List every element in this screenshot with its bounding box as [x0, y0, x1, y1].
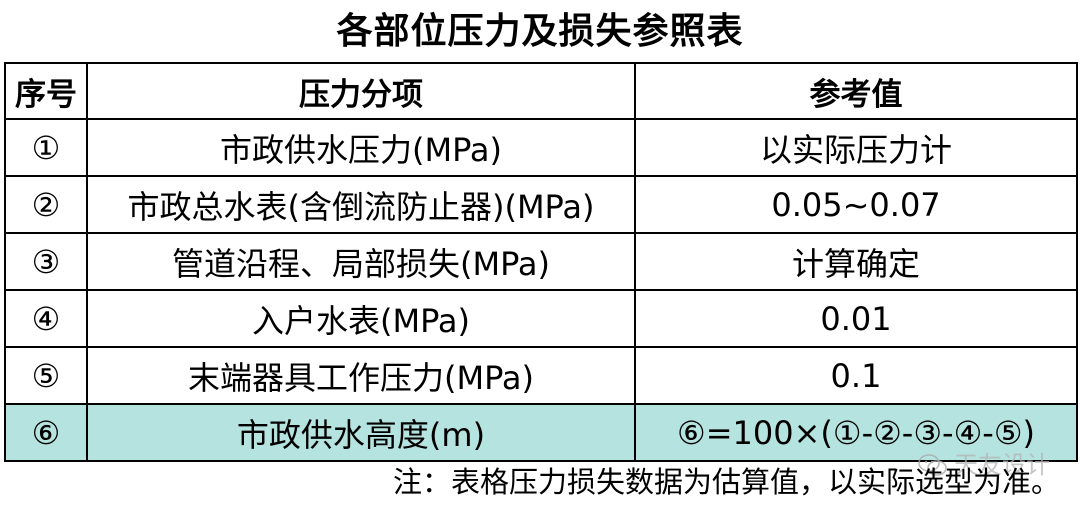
- row-item: 市政供水压力(MPa): [86, 118, 636, 177]
- table-row: ③ 管道沿程、局部损失(MPa) 计算确定: [4, 232, 1078, 291]
- table-row: ② 市政总水表(含倒流防止器)(MPa) 0.05~0.07: [4, 175, 1078, 234]
- reference-table: 序号 压力分项 参考值 ① 市政供水压力(MPa) 以实际压力计 ② 市政总水表…: [4, 62, 1078, 462]
- header-value: 参考值: [634, 62, 1078, 120]
- wechat-icon: [918, 453, 948, 477]
- row-item: 入户水表(MPa): [86, 289, 636, 348]
- row-index: ②: [4, 175, 88, 234]
- row-index: ⑤: [4, 346, 88, 405]
- header-index: 序号: [4, 62, 88, 120]
- row-item: 市政供水高度(m): [86, 403, 636, 462]
- row-item: 市政总水表(含倒流防止器)(MPa): [86, 175, 636, 234]
- row-value: 计算确定: [634, 232, 1078, 291]
- row-item: 管道沿程、局部损失(MPa): [86, 232, 636, 291]
- row-index: ①: [4, 118, 88, 177]
- row-value: 以实际压力计: [634, 118, 1078, 177]
- table-row: ⑤ 末端器具工作压力(MPa) 0.1: [4, 346, 1078, 405]
- footnote: 注：表格压力损失数据为估算值，以实际选型为准。: [392, 465, 1060, 499]
- watermark: 天友设计: [918, 450, 1050, 480]
- row-item: 末端器具工作压力(MPa): [86, 346, 636, 405]
- row-value: 0.1: [634, 346, 1078, 405]
- row-index: ③: [4, 232, 88, 291]
- page-title: 各部位压力及损失参照表: [336, 11, 744, 52]
- table-row: ④ 入户水表(MPa) 0.01: [4, 289, 1078, 348]
- watermark-text: 天友设计: [954, 451, 1050, 479]
- row-value: 0.05~0.07: [634, 175, 1078, 234]
- row-value: ⑥=100×(①-②-③-④-⑤): [634, 403, 1078, 462]
- header-item: 压力分项: [86, 62, 636, 120]
- row-value: 0.01: [634, 289, 1078, 348]
- row-index: ⑥: [4, 403, 88, 462]
- table-row-highlighted: ⑥ 市政供水高度(m) ⑥=100×(①-②-③-④-⑤): [4, 403, 1078, 462]
- table-row: ① 市政供水压力(MPa) 以实际压力计: [4, 118, 1078, 177]
- row-index: ④: [4, 289, 88, 348]
- table-header-row: 序号 压力分项 参考值: [4, 62, 1078, 120]
